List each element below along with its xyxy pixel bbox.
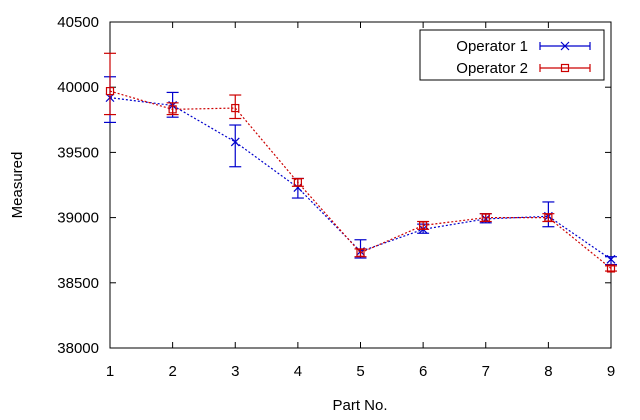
y-tick-label: 40000	[57, 79, 99, 96]
x-tick-label: 4	[294, 363, 302, 380]
point-marker-square	[231, 103, 240, 113]
point-marker-square	[606, 264, 616, 273]
x-tick-label: 7	[482, 363, 490, 380]
legend: Operator 1 Operator 2	[419, 29, 605, 81]
x-tick-label: 2	[168, 363, 176, 380]
legend-label: Operator 2	[456, 60, 528, 77]
x-tick-label: 6	[419, 363, 427, 380]
point-marker-square	[356, 248, 365, 257]
x-tick-label: 3	[231, 363, 239, 380]
x-tick-label: 9	[607, 363, 615, 380]
point-marker-square	[105, 87, 115, 96]
y-axis: 38000 38500 39000 39500 40000 40500	[57, 14, 611, 357]
marker-stroke	[606, 254, 616, 264]
x-tick-label: 5	[356, 363, 364, 380]
x-axis: 1 2 3 4 5 6 7 8 9	[106, 22, 615, 380]
series-line	[109, 97, 612, 260]
legend-box	[419, 29, 605, 81]
x-axis-title: Part No.	[332, 397, 387, 414]
y-tick-label: 40500	[57, 14, 99, 31]
point-marker-x	[606, 254, 616, 264]
point-marker-x	[230, 137, 240, 147]
point-marker-square	[293, 178, 302, 187]
series-line	[109, 90, 612, 269]
x-tick-label: 1	[106, 363, 114, 380]
marker-stroke	[230, 137, 240, 147]
point-marker-square	[419, 221, 428, 230]
point-marker-square	[544, 213, 553, 222]
point-marker-square	[168, 105, 177, 114]
y-axis-title: Measured	[9, 152, 26, 219]
legend-label: Operator 1	[456, 38, 528, 55]
marker-stroke	[560, 41, 570, 51]
x-tick-label: 8	[544, 363, 552, 380]
y-tick-label: 39500	[57, 144, 99, 161]
y-tick-label: 38500	[57, 275, 99, 292]
series-2	[104, 52, 617, 273]
y-tick-label: 39000	[57, 210, 99, 227]
y-tick-label: 38000	[57, 340, 99, 357]
point-marker-square	[560, 63, 570, 73]
series-layer	[104, 52, 617, 273]
point-marker-x	[560, 41, 570, 51]
point-marker-square	[481, 213, 490, 222]
series-1	[104, 76, 617, 266]
